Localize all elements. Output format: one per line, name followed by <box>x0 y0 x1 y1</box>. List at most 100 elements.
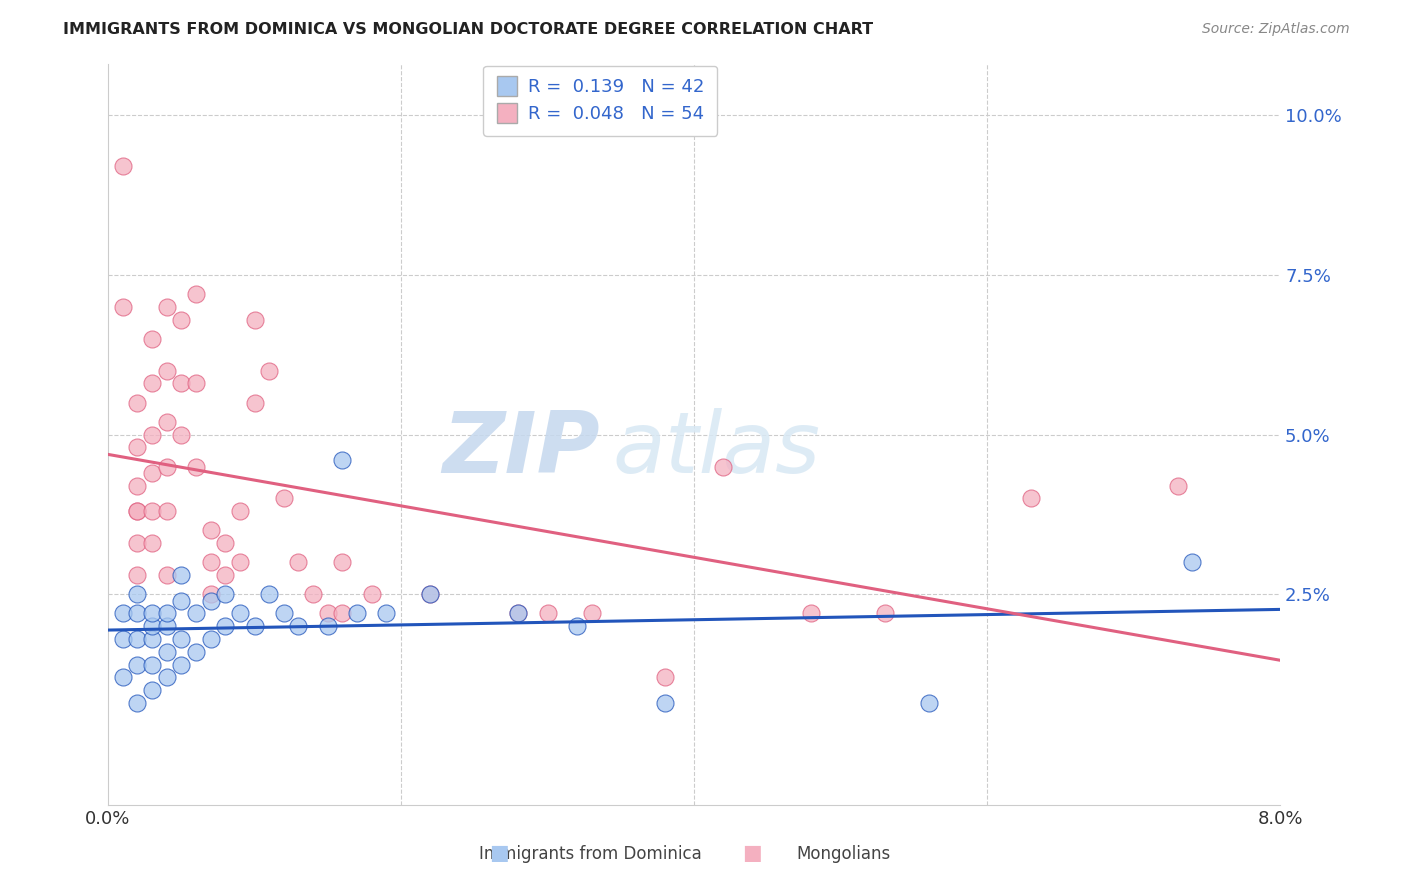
Point <box>155 670 177 684</box>
Point <box>141 376 163 391</box>
Point <box>375 607 398 621</box>
Point <box>243 619 266 633</box>
Point <box>273 491 295 506</box>
Point <box>332 607 354 621</box>
Point <box>111 670 134 684</box>
Point <box>332 453 354 467</box>
Point <box>141 466 163 480</box>
Point <box>581 607 603 621</box>
Point <box>155 645 177 659</box>
Point <box>141 504 163 518</box>
Point <box>917 696 939 710</box>
Point <box>287 619 309 633</box>
Point <box>155 619 177 633</box>
Point <box>273 607 295 621</box>
Text: Mongolians: Mongolians <box>796 846 891 863</box>
Point <box>873 607 896 621</box>
Point <box>419 587 441 601</box>
Point <box>184 607 207 621</box>
Text: Immigrants from Dominica: Immigrants from Dominica <box>479 846 702 863</box>
Text: atlas: atlas <box>612 408 820 491</box>
Point <box>170 376 193 391</box>
Point <box>155 568 177 582</box>
Point <box>111 607 134 621</box>
Point <box>141 536 163 550</box>
Point <box>170 427 193 442</box>
Point <box>141 427 163 442</box>
Text: IMMIGRANTS FROM DOMINICA VS MONGOLIAN DOCTORATE DEGREE CORRELATION CHART: IMMIGRANTS FROM DOMINICA VS MONGOLIAN DO… <box>63 22 873 37</box>
Point <box>1181 555 1204 569</box>
Text: ■: ■ <box>742 843 762 863</box>
Point <box>800 607 823 621</box>
Point <box>419 587 441 601</box>
Point <box>243 312 266 326</box>
Legend: R =  0.139   N = 42, R =  0.048   N = 54: R = 0.139 N = 42, R = 0.048 N = 54 <box>484 66 717 136</box>
Point <box>257 587 280 601</box>
Point <box>141 657 163 672</box>
Point <box>170 632 193 646</box>
Point <box>214 619 236 633</box>
Point <box>141 607 163 621</box>
Point <box>214 536 236 550</box>
Point <box>170 593 193 607</box>
Point <box>127 568 149 582</box>
Point <box>127 504 149 518</box>
Point <box>155 504 177 518</box>
Point <box>332 555 354 569</box>
Point <box>257 364 280 378</box>
Point <box>508 607 530 621</box>
Point <box>155 364 177 378</box>
Point <box>184 645 207 659</box>
Point <box>155 415 177 429</box>
Point <box>1019 491 1042 506</box>
Point <box>141 332 163 346</box>
Point <box>170 657 193 672</box>
Point <box>1167 478 1189 492</box>
Point <box>565 619 588 633</box>
Point <box>214 568 236 582</box>
Point <box>200 593 222 607</box>
Point <box>229 504 252 518</box>
Point <box>184 287 207 301</box>
Point <box>111 159 134 173</box>
Point <box>713 459 735 474</box>
Point <box>287 555 309 569</box>
Point <box>155 300 177 314</box>
Point <box>127 587 149 601</box>
Text: ■: ■ <box>489 843 509 863</box>
Point <box>654 696 676 710</box>
Point <box>316 607 339 621</box>
Point <box>141 683 163 698</box>
Point <box>200 587 222 601</box>
Text: Source: ZipAtlas.com: Source: ZipAtlas.com <box>1202 22 1350 37</box>
Point <box>360 587 382 601</box>
Point <box>170 312 193 326</box>
Point <box>243 395 266 409</box>
Point <box>229 555 252 569</box>
Point <box>214 587 236 601</box>
Point <box>141 619 163 633</box>
Point <box>141 632 163 646</box>
Point <box>302 587 325 601</box>
Point <box>200 632 222 646</box>
Point <box>184 459 207 474</box>
Point <box>229 607 252 621</box>
Point <box>536 607 558 621</box>
Point <box>200 524 222 538</box>
Point <box>127 536 149 550</box>
Point <box>127 395 149 409</box>
Point <box>127 657 149 672</box>
Point <box>127 632 149 646</box>
Point <box>346 607 368 621</box>
Point <box>316 619 339 633</box>
Point <box>111 300 134 314</box>
Point <box>184 376 207 391</box>
Point <box>654 670 676 684</box>
Text: ZIP: ZIP <box>443 408 600 491</box>
Point <box>127 441 149 455</box>
Point <box>127 607 149 621</box>
Point <box>111 632 134 646</box>
Point <box>127 504 149 518</box>
Point <box>155 607 177 621</box>
Point <box>127 696 149 710</box>
